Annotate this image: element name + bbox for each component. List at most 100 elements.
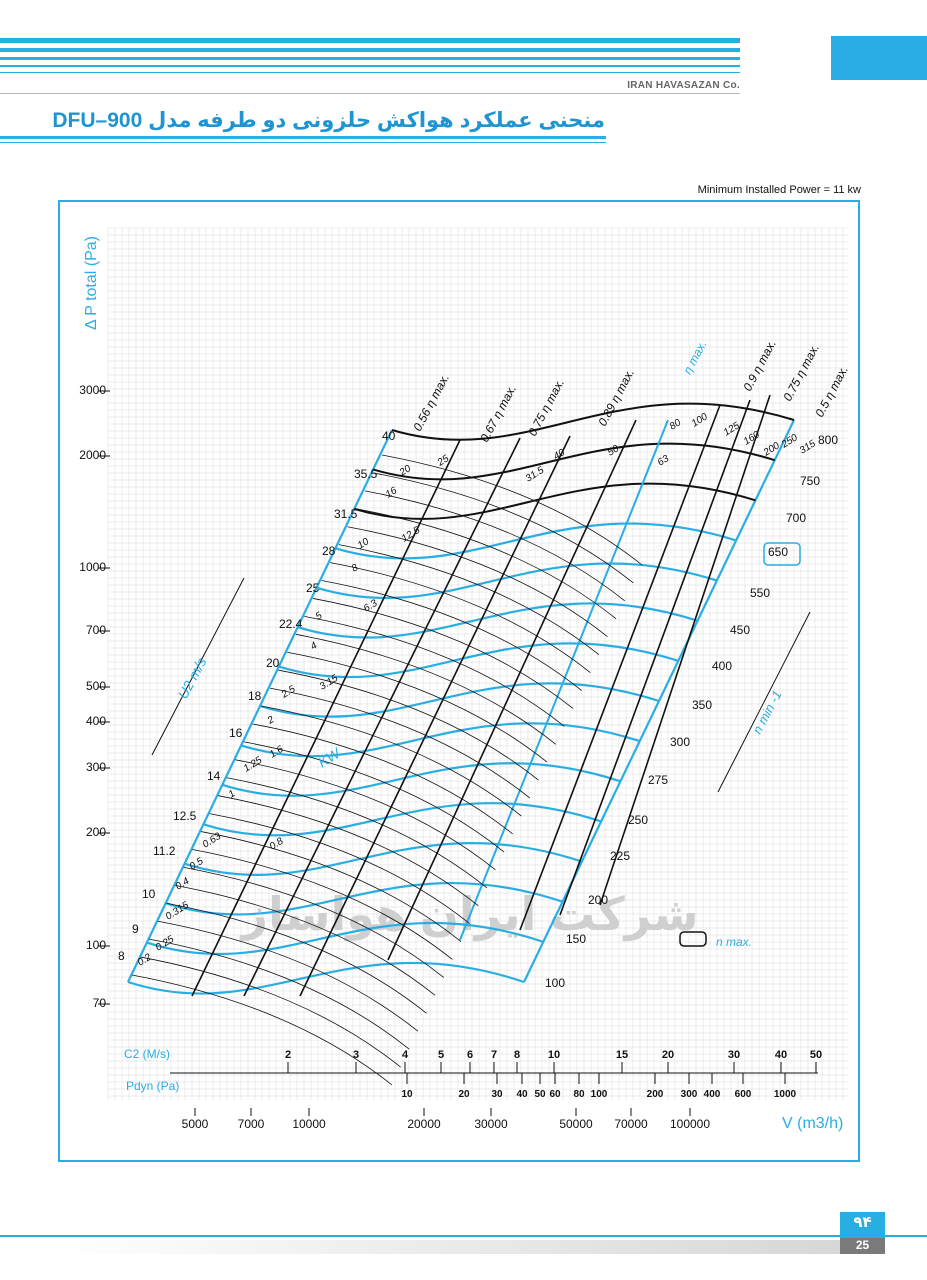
pdyn-tick-label: 80 <box>573 1089 585 1100</box>
n-tick-label: 200 <box>588 893 608 907</box>
efficiency-label: η max. <box>680 338 709 376</box>
n-tick-label: 650 <box>768 545 788 559</box>
efficiency-label: 0.5 η max. <box>812 363 851 419</box>
speed-curve <box>203 802 602 837</box>
efficiency-label: 0.75 η max. <box>525 376 567 438</box>
power-label: 10 <box>356 536 372 551</box>
efficiency-line <box>191 439 461 997</box>
c2-tick-label: 3 <box>353 1049 359 1061</box>
power-label: 125 <box>722 420 742 438</box>
n-tick-label: 400 <box>712 659 732 673</box>
y-tick-label: 700 <box>86 623 106 637</box>
v-tick-label: 30000 <box>474 1117 508 1131</box>
u2-tick-label: 14 <box>207 769 221 783</box>
chart-frame <box>58 200 860 1162</box>
power-line <box>381 454 643 566</box>
grid <box>107 227 848 1100</box>
power-line <box>149 938 410 1050</box>
power-line <box>166 902 427 1014</box>
v-tick-label: 5000 <box>182 1117 209 1131</box>
n-tick-label: 350 <box>692 698 712 712</box>
efficiency-line <box>459 419 669 941</box>
speed-curve <box>391 402 795 441</box>
c2-tick-label: 15 <box>616 1049 628 1061</box>
u2-tick-label: 18 <box>248 689 262 703</box>
power-line <box>175 884 436 996</box>
pdyn-tick-label: 20 <box>458 1089 470 1100</box>
c2-tick-label: 20 <box>662 1049 674 1061</box>
u2-tick-label: 10 <box>142 887 156 901</box>
pdyn-tick-label: 30 <box>491 1089 503 1100</box>
speed-curve <box>372 442 776 481</box>
y-axis-label: Δ P total (Pa) <box>83 236 100 330</box>
c2-tick-label: 4 <box>402 1049 409 1061</box>
c2-tick-label: 6 <box>467 1049 473 1061</box>
power-label: 0.2 <box>136 952 154 969</box>
y-tick-label: 500 <box>86 679 106 693</box>
n-max-marker <box>763 542 801 566</box>
n-tick-label: 300 <box>670 735 690 749</box>
power-line <box>226 777 488 889</box>
c2-tick-label: 30 <box>728 1049 740 1061</box>
header-stripe-3 <box>0 57 740 60</box>
pdyn-tick-label: 60 <box>549 1089 561 1100</box>
title-rule <box>0 136 606 139</box>
c2-tick-label: 50 <box>810 1049 822 1061</box>
y-tick-label: 100 <box>86 938 106 952</box>
c2-tick-label: 8 <box>514 1049 520 1061</box>
pdyn-tick-label: 100 <box>591 1089 608 1100</box>
header-stripe-1 <box>0 38 740 43</box>
y-tick-label: 70 <box>93 996 107 1010</box>
speed-curve <box>240 722 641 758</box>
efficiency-line <box>299 435 571 997</box>
u2-tick-label: 16 <box>229 726 243 740</box>
footer-gradient <box>50 1240 840 1254</box>
power-label: 25 <box>435 453 451 469</box>
power-line <box>140 956 401 1068</box>
power-line <box>243 741 505 853</box>
u2-tick-label: 31.5 <box>334 507 358 521</box>
u2-tick-label: 28 <box>322 544 336 558</box>
efficiency-line <box>599 394 771 906</box>
speed-curve <box>127 961 525 995</box>
company-name: IRAN HAVASAZAN Co. <box>627 80 740 91</box>
power-line <box>330 562 591 673</box>
footer-rule <box>0 1235 927 1237</box>
u2-tick-label: 8 <box>118 949 125 963</box>
u2-tick-label: 22.4 <box>279 617 303 631</box>
power-line <box>364 490 626 602</box>
pdyn-tick-label: 1000 <box>774 1089 797 1100</box>
power-line <box>131 974 393 1086</box>
power-line <box>304 615 565 727</box>
n-tick-label: 275 <box>648 773 668 787</box>
power-label: 100 <box>690 411 710 429</box>
power-line <box>192 849 453 960</box>
power-line <box>295 633 557 745</box>
n-tick-label: 150 <box>566 932 586 946</box>
v-tick-label: 20000 <box>407 1117 441 1131</box>
n-tick-label: 550 <box>750 586 770 600</box>
power-line <box>269 687 531 799</box>
power-label: 4 <box>309 640 320 653</box>
n-tick-label: 750 <box>800 474 820 488</box>
header-rule <box>0 93 740 94</box>
header-stripe-5 <box>0 72 740 73</box>
power-label: 1 <box>227 788 238 800</box>
kw-axis-label: KW <box>315 744 344 770</box>
power-line <box>235 759 496 871</box>
pdyn-tick-label: 50 <box>534 1089 546 1100</box>
watermark: شرکت ایران هواساز <box>239 888 698 941</box>
header-stripe-4 <box>0 65 740 67</box>
power-line <box>287 651 548 763</box>
c2-tick-label: 40 <box>775 1049 787 1061</box>
u2-tick-label: 9 <box>132 922 139 936</box>
legend-label: n max. <box>716 935 752 949</box>
power-line <box>347 526 608 638</box>
legend-marker <box>679 931 707 947</box>
pdyn-tick-label: 200 <box>647 1089 664 1100</box>
u2-tick-label: 35.5 <box>354 467 378 481</box>
pdyn-tick-label: 40 <box>516 1089 528 1100</box>
n-tick-label: 800 <box>818 433 838 447</box>
u2-axis-label: U2 m/s <box>175 655 210 702</box>
c2-tick-label: 2 <box>285 1049 291 1061</box>
